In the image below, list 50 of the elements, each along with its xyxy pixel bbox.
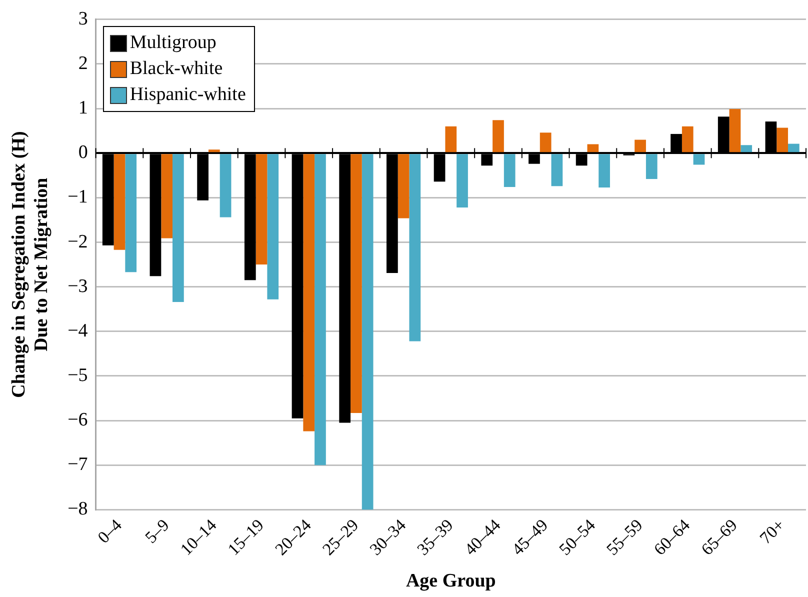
bar <box>456 154 468 208</box>
x-tick-label: 5–9 <box>141 515 173 547</box>
bar <box>504 154 516 187</box>
bar <box>646 154 658 179</box>
y-tick-label: 3 <box>78 8 88 30</box>
bar <box>693 154 705 165</box>
bar <box>788 144 800 152</box>
y-tick-label: −4 <box>68 320 88 342</box>
x-axis-title: Age Group <box>406 570 496 592</box>
legend-label: Black-white <box>130 57 223 82</box>
legend-label: Hispanic-white <box>130 83 246 108</box>
y-tick-label: 2 <box>78 52 88 74</box>
y-tick-label: −2 <box>68 231 88 252</box>
bar <box>740 145 752 152</box>
bar <box>220 154 232 218</box>
bar <box>350 154 362 413</box>
bar <box>125 154 137 272</box>
y-tick-label: −8 <box>68 498 88 520</box>
y-tick-label: 1 <box>78 98 88 119</box>
y-tick-label: −3 <box>68 276 88 297</box>
bar <box>598 154 610 188</box>
bar <box>208 150 220 152</box>
bar <box>114 154 126 250</box>
bar <box>409 154 421 342</box>
bar <box>161 154 173 238</box>
bar <box>492 120 504 152</box>
bar <box>172 154 184 302</box>
bar <box>587 144 599 152</box>
y-tick-label: 0 <box>78 142 88 164</box>
y-axis-title: Change in Segregation Index (H) Due to Net Migration <box>8 131 52 398</box>
bar <box>540 132 552 152</box>
bar <box>634 140 646 152</box>
bar <box>267 154 279 300</box>
y-tick-label: −6 <box>68 410 88 431</box>
bar <box>729 108 741 152</box>
bar <box>682 126 694 152</box>
y-tick-label: −5 <box>68 364 88 386</box>
legend-label: Multigroup <box>130 31 216 56</box>
bar <box>398 154 410 218</box>
bar <box>256 154 268 265</box>
bar <box>776 128 788 152</box>
y-tick-label: −7 <box>68 454 88 476</box>
bar <box>314 154 326 466</box>
x-tick-label: 70+ <box>756 515 788 548</box>
bar <box>551 154 563 186</box>
y-tick-label: −1 <box>68 186 88 208</box>
x-tick-label: 0–4 <box>94 515 126 547</box>
bar <box>362 154 374 510</box>
bar <box>303 154 315 432</box>
bar <box>445 126 457 152</box>
